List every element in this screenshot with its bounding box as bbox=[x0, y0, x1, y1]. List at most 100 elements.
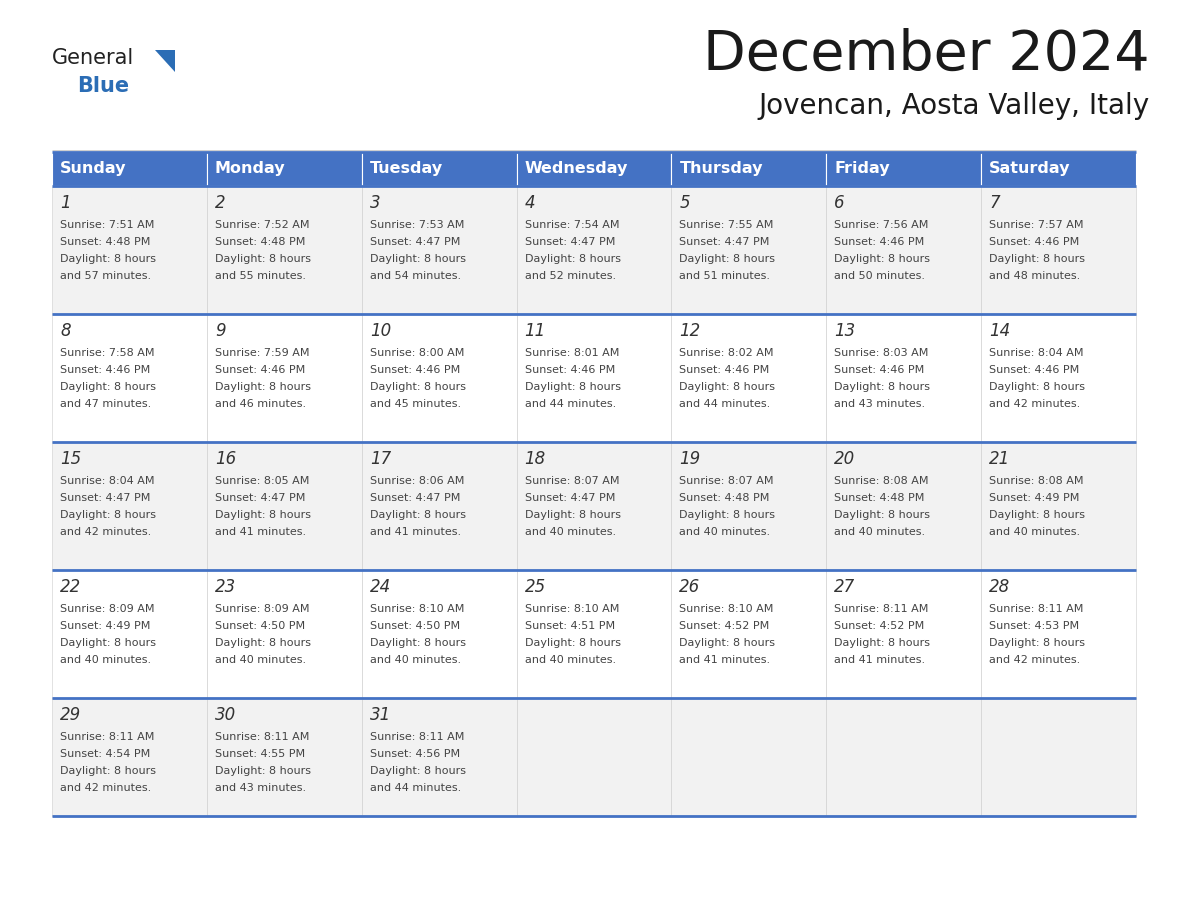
Text: Sunset: 4:52 PM: Sunset: 4:52 PM bbox=[680, 621, 770, 631]
Text: 19: 19 bbox=[680, 450, 701, 468]
Text: Sunset: 4:47 PM: Sunset: 4:47 PM bbox=[61, 493, 151, 503]
Text: Wednesday: Wednesday bbox=[525, 162, 628, 176]
Text: Daylight: 8 hours: Daylight: 8 hours bbox=[369, 382, 466, 392]
Bar bbox=[827, 698, 981, 816]
Text: and 57 minutes.: and 57 minutes. bbox=[61, 271, 151, 281]
Text: Daylight: 8 hours: Daylight: 8 hours bbox=[834, 254, 930, 264]
Text: 26: 26 bbox=[680, 578, 701, 596]
Text: and 44 minutes.: and 44 minutes. bbox=[525, 399, 615, 409]
Bar bbox=[517, 186, 671, 314]
Text: Sunset: 4:47 PM: Sunset: 4:47 PM bbox=[525, 493, 615, 503]
Text: Sunrise: 8:06 AM: Sunrise: 8:06 AM bbox=[369, 476, 465, 486]
Text: and 40 minutes.: and 40 minutes. bbox=[61, 655, 151, 665]
Text: 8: 8 bbox=[61, 322, 70, 340]
Text: Sunrise: 8:04 AM: Sunrise: 8:04 AM bbox=[61, 476, 154, 486]
Bar bbox=[361, 186, 517, 314]
Text: Sunrise: 8:09 AM: Sunrise: 8:09 AM bbox=[61, 604, 154, 614]
Text: Sunrise: 7:59 AM: Sunrise: 7:59 AM bbox=[215, 348, 309, 358]
Text: Sunrise: 8:09 AM: Sunrise: 8:09 AM bbox=[215, 604, 309, 614]
Bar bbox=[361, 152, 517, 186]
Text: 28: 28 bbox=[990, 578, 1010, 596]
Text: and 40 minutes.: and 40 minutes. bbox=[525, 527, 615, 537]
Text: Sunset: 4:55 PM: Sunset: 4:55 PM bbox=[215, 749, 305, 759]
Text: Sunrise: 7:51 AM: Sunrise: 7:51 AM bbox=[61, 220, 154, 230]
Bar bbox=[827, 186, 981, 314]
Text: Daylight: 8 hours: Daylight: 8 hours bbox=[61, 638, 156, 648]
Text: Sunrise: 7:54 AM: Sunrise: 7:54 AM bbox=[525, 220, 619, 230]
Text: Sunset: 4:50 PM: Sunset: 4:50 PM bbox=[369, 621, 460, 631]
Text: Friday: Friday bbox=[834, 162, 890, 176]
Bar bbox=[827, 442, 981, 570]
Bar bbox=[671, 698, 827, 816]
Bar bbox=[52, 698, 207, 816]
Text: Daylight: 8 hours: Daylight: 8 hours bbox=[215, 382, 311, 392]
Text: 11: 11 bbox=[525, 322, 545, 340]
Text: Sunrise: 7:52 AM: Sunrise: 7:52 AM bbox=[215, 220, 309, 230]
Bar bbox=[361, 570, 517, 698]
Text: Sunset: 4:47 PM: Sunset: 4:47 PM bbox=[680, 237, 770, 247]
Text: Daylight: 8 hours: Daylight: 8 hours bbox=[680, 254, 776, 264]
Text: 18: 18 bbox=[525, 450, 545, 468]
Text: Sunrise: 8:08 AM: Sunrise: 8:08 AM bbox=[990, 476, 1083, 486]
Bar bbox=[517, 314, 671, 442]
Text: Sunrise: 8:02 AM: Sunrise: 8:02 AM bbox=[680, 348, 773, 358]
Text: Jovencan, Aosta Valley, Italy: Jovencan, Aosta Valley, Italy bbox=[759, 92, 1150, 120]
Text: Sunset: 4:46 PM: Sunset: 4:46 PM bbox=[215, 365, 305, 375]
Text: Daylight: 8 hours: Daylight: 8 hours bbox=[990, 254, 1085, 264]
Text: Sunset: 4:46 PM: Sunset: 4:46 PM bbox=[61, 365, 150, 375]
Text: Daylight: 8 hours: Daylight: 8 hours bbox=[990, 510, 1085, 520]
Text: Daylight: 8 hours: Daylight: 8 hours bbox=[525, 382, 620, 392]
Text: Sunset: 4:49 PM: Sunset: 4:49 PM bbox=[990, 493, 1080, 503]
Text: Sunrise: 8:07 AM: Sunrise: 8:07 AM bbox=[680, 476, 773, 486]
Text: December 2024: December 2024 bbox=[703, 28, 1150, 82]
Text: and 54 minutes.: and 54 minutes. bbox=[369, 271, 461, 281]
Text: and 40 minutes.: and 40 minutes. bbox=[369, 655, 461, 665]
Text: 10: 10 bbox=[369, 322, 391, 340]
Text: Sunset: 4:48 PM: Sunset: 4:48 PM bbox=[834, 493, 924, 503]
Text: 13: 13 bbox=[834, 322, 855, 340]
Text: Sunset: 4:48 PM: Sunset: 4:48 PM bbox=[680, 493, 770, 503]
Bar bbox=[52, 570, 207, 698]
Text: Sunset: 4:48 PM: Sunset: 4:48 PM bbox=[61, 237, 151, 247]
Text: Sunrise: 8:11 AM: Sunrise: 8:11 AM bbox=[215, 732, 309, 742]
Bar bbox=[207, 442, 361, 570]
Text: Sunset: 4:47 PM: Sunset: 4:47 PM bbox=[369, 493, 460, 503]
Text: Sunset: 4:46 PM: Sunset: 4:46 PM bbox=[369, 365, 460, 375]
Text: Sunset: 4:46 PM: Sunset: 4:46 PM bbox=[525, 365, 615, 375]
Text: 17: 17 bbox=[369, 450, 391, 468]
Text: 29: 29 bbox=[61, 706, 81, 724]
Text: and 41 minutes.: and 41 minutes. bbox=[680, 655, 771, 665]
Text: Daylight: 8 hours: Daylight: 8 hours bbox=[369, 766, 466, 776]
Bar bbox=[361, 442, 517, 570]
Text: Sunrise: 8:11 AM: Sunrise: 8:11 AM bbox=[990, 604, 1083, 614]
Text: Sunrise: 7:56 AM: Sunrise: 7:56 AM bbox=[834, 220, 929, 230]
Text: Sunset: 4:47 PM: Sunset: 4:47 PM bbox=[525, 237, 615, 247]
Polygon shape bbox=[154, 50, 175, 72]
Text: 12: 12 bbox=[680, 322, 701, 340]
Bar bbox=[207, 698, 361, 816]
Text: Sunrise: 8:00 AM: Sunrise: 8:00 AM bbox=[369, 348, 465, 358]
Text: Sunset: 4:47 PM: Sunset: 4:47 PM bbox=[215, 493, 305, 503]
Text: Sunrise: 8:05 AM: Sunrise: 8:05 AM bbox=[215, 476, 309, 486]
Text: Sunset: 4:50 PM: Sunset: 4:50 PM bbox=[215, 621, 305, 631]
Bar bbox=[207, 186, 361, 314]
Text: 16: 16 bbox=[215, 450, 236, 468]
Bar bbox=[981, 570, 1136, 698]
Bar bbox=[981, 698, 1136, 816]
Text: Sunset: 4:47 PM: Sunset: 4:47 PM bbox=[369, 237, 460, 247]
Text: Daylight: 8 hours: Daylight: 8 hours bbox=[369, 254, 466, 264]
Text: 7: 7 bbox=[990, 194, 1000, 212]
Text: and 43 minutes.: and 43 minutes. bbox=[215, 783, 307, 793]
Text: Sunrise: 7:58 AM: Sunrise: 7:58 AM bbox=[61, 348, 154, 358]
Text: Sunset: 4:49 PM: Sunset: 4:49 PM bbox=[61, 621, 151, 631]
Bar bbox=[52, 442, 207, 570]
Text: and 42 minutes.: and 42 minutes. bbox=[990, 399, 1080, 409]
Text: and 45 minutes.: and 45 minutes. bbox=[369, 399, 461, 409]
Text: 21: 21 bbox=[990, 450, 1010, 468]
Text: Sunrise: 8:11 AM: Sunrise: 8:11 AM bbox=[61, 732, 154, 742]
Text: 24: 24 bbox=[369, 578, 391, 596]
Bar bbox=[361, 314, 517, 442]
Text: 15: 15 bbox=[61, 450, 81, 468]
Text: 1: 1 bbox=[61, 194, 70, 212]
Text: Sunday: Sunday bbox=[61, 162, 126, 176]
